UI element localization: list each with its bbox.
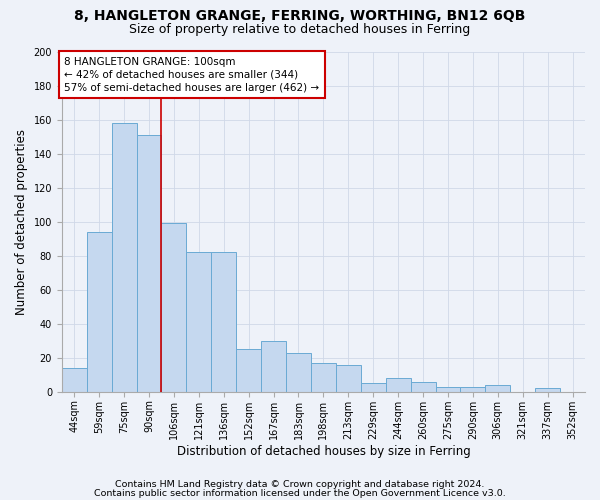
Bar — [460, 386, 485, 392]
Text: 8 HANGLETON GRANGE: 100sqm
← 42% of detached houses are smaller (344)
57% of sem: 8 HANGLETON GRANGE: 100sqm ← 42% of deta… — [64, 56, 320, 93]
Bar — [361, 384, 386, 392]
Text: 8, HANGLETON GRANGE, FERRING, WORTHING, BN12 6QB: 8, HANGLETON GRANGE, FERRING, WORTHING, … — [74, 9, 526, 23]
Text: Contains public sector information licensed under the Open Government Licence v3: Contains public sector information licen… — [94, 489, 506, 498]
Bar — [211, 252, 236, 392]
Y-axis label: Number of detached properties: Number of detached properties — [15, 128, 28, 314]
Bar — [261, 341, 286, 392]
Text: Contains HM Land Registry data © Crown copyright and database right 2024.: Contains HM Land Registry data © Crown c… — [115, 480, 485, 489]
Bar — [236, 350, 261, 392]
Bar — [386, 378, 410, 392]
Bar — [485, 385, 510, 392]
Bar — [161, 224, 187, 392]
Bar — [137, 135, 161, 392]
Bar — [86, 232, 112, 392]
Bar — [336, 364, 361, 392]
Bar — [286, 352, 311, 392]
Bar — [62, 368, 86, 392]
Bar — [436, 386, 460, 392]
X-axis label: Distribution of detached houses by size in Ferring: Distribution of detached houses by size … — [176, 444, 470, 458]
Bar — [311, 363, 336, 392]
Text: Size of property relative to detached houses in Ferring: Size of property relative to detached ho… — [130, 22, 470, 36]
Bar — [410, 382, 436, 392]
Bar — [535, 388, 560, 392]
Bar — [187, 252, 211, 392]
Bar — [112, 123, 137, 392]
